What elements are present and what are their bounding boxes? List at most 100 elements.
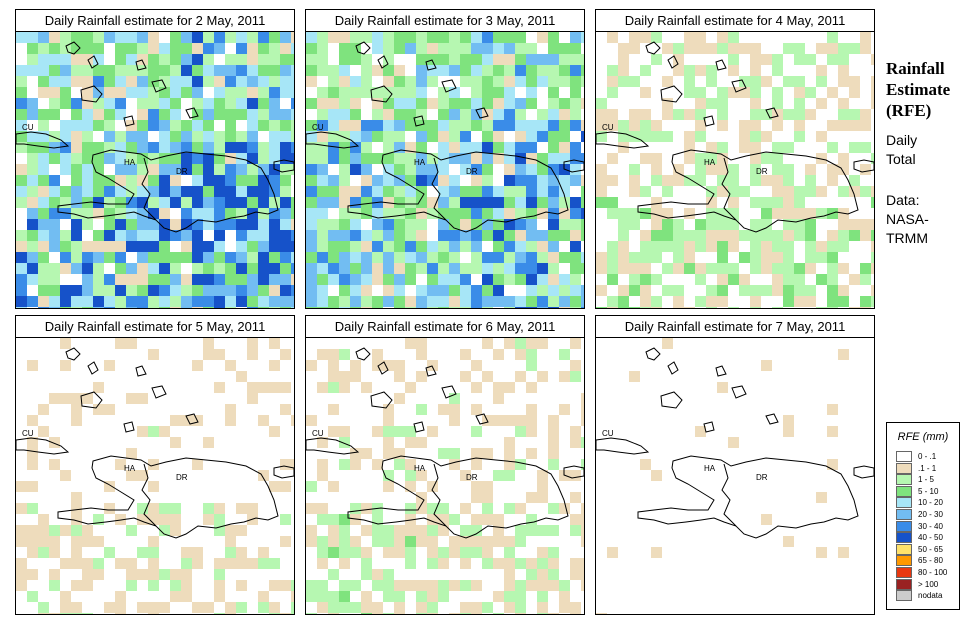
rainfall-cell bbox=[559, 43, 570, 54]
rainfall-cell bbox=[871, 263, 874, 274]
side-title-line1: Rainfall bbox=[886, 59, 945, 78]
rainfall-cell bbox=[504, 536, 515, 547]
haiti-dr-border bbox=[141, 463, 157, 527]
rainfall-cell bbox=[280, 613, 291, 614]
rainfall-cell bbox=[93, 54, 104, 65]
bahamas-island bbox=[703, 115, 715, 127]
rainfall-cell bbox=[526, 492, 537, 503]
rainfall-cell bbox=[280, 459, 291, 470]
rainfall-cell bbox=[148, 252, 159, 263]
rainfall-cell bbox=[838, 230, 849, 241]
rainfall-cell bbox=[405, 525, 416, 536]
rainfall-cell bbox=[126, 558, 137, 569]
rainfall-cell bbox=[827, 404, 838, 415]
rainfall-cell bbox=[317, 54, 328, 65]
rainfall-cell bbox=[482, 32, 493, 43]
rainfall-cell bbox=[640, 459, 651, 470]
rainfall-cell bbox=[662, 43, 673, 54]
rainfall-cell bbox=[504, 569, 515, 580]
rainfall-cell bbox=[317, 142, 328, 153]
rainfall-cell bbox=[104, 197, 115, 208]
rainfall-cell bbox=[16, 131, 27, 142]
rainfall-cell bbox=[427, 426, 438, 437]
label-ha: HA bbox=[124, 158, 136, 167]
rainfall-cell bbox=[860, 296, 871, 307]
bahamas-island bbox=[667, 55, 679, 69]
rainfall-cell bbox=[16, 580, 27, 591]
rainfall-cell bbox=[548, 525, 559, 536]
rainfall-cell bbox=[170, 197, 181, 208]
rainfall-cell bbox=[581, 120, 584, 131]
rainfall-cell bbox=[515, 230, 526, 241]
rainfall-cell bbox=[115, 54, 126, 65]
bahamas-island bbox=[645, 41, 661, 55]
rainfall-cell bbox=[258, 175, 269, 186]
rainfall-cell bbox=[515, 459, 526, 470]
rainfall-cell bbox=[214, 65, 225, 76]
rainfall-cell bbox=[581, 186, 584, 197]
rainfall-cell bbox=[750, 120, 761, 131]
rainfall-cell bbox=[148, 54, 159, 65]
rainfall-cell bbox=[317, 470, 328, 481]
rainfall-cell bbox=[618, 263, 629, 274]
rainfall-cell bbox=[27, 208, 38, 219]
rainfall-cell bbox=[247, 131, 258, 142]
rainfall-cell bbox=[526, 296, 537, 307]
rainfall-cell bbox=[93, 382, 104, 393]
rainfall-cell bbox=[640, 109, 651, 120]
rainfall-cell bbox=[317, 547, 328, 558]
bahamas-island bbox=[65, 41, 81, 55]
rainfall-cell bbox=[192, 360, 203, 371]
rainfall-cell bbox=[460, 142, 471, 153]
rainfall-cell bbox=[596, 109, 607, 120]
rainfall-cell bbox=[372, 580, 383, 591]
rainfall-cell bbox=[317, 296, 328, 307]
rainfall-cell bbox=[471, 219, 482, 230]
rainfall-cell bbox=[280, 481, 291, 492]
rainfall-cell bbox=[214, 241, 225, 252]
rainfall-cell bbox=[761, 285, 772, 296]
rainfall-cell bbox=[60, 613, 71, 614]
rainfall-cell bbox=[706, 142, 717, 153]
rainfall-cell bbox=[695, 32, 706, 43]
rainfall-cell bbox=[82, 54, 93, 65]
rainfall-cell bbox=[38, 230, 49, 241]
rainfall-cell bbox=[482, 547, 493, 558]
rainfall-cell bbox=[526, 569, 537, 580]
bahamas-island bbox=[151, 385, 167, 399]
rainfall-cell bbox=[405, 43, 416, 54]
legend-swatch bbox=[896, 497, 912, 509]
rainfall-cell bbox=[783, 186, 794, 197]
rainfall-cell bbox=[49, 131, 60, 142]
rainfall-cell bbox=[717, 208, 728, 219]
rainfall-cell bbox=[16, 285, 27, 296]
rainfall-cell bbox=[350, 54, 361, 65]
rainfall-cell bbox=[504, 230, 515, 241]
rainfall-cell bbox=[559, 349, 570, 360]
rainfall-cell bbox=[405, 142, 416, 153]
rainfall-cell bbox=[805, 230, 816, 241]
rainfall-cell bbox=[651, 208, 662, 219]
rainfall-cell bbox=[449, 459, 460, 470]
rainfall-cell bbox=[82, 120, 93, 131]
rainfall-cell bbox=[82, 613, 93, 614]
rainfall-cell bbox=[181, 307, 192, 308]
rainfall-cell bbox=[570, 43, 581, 54]
rainfall-cell bbox=[651, 164, 662, 175]
rainfall-cell bbox=[236, 76, 247, 87]
rainfall-cell bbox=[148, 514, 159, 525]
rainfall-cell bbox=[383, 65, 394, 76]
rainfall-cell bbox=[126, 76, 137, 87]
rainfall-cell bbox=[706, 219, 717, 230]
rainfall-cell bbox=[416, 120, 427, 131]
rainfall-cell bbox=[225, 142, 236, 153]
rainfall-cell bbox=[449, 415, 460, 426]
rainfall-cell bbox=[317, 65, 328, 76]
rainfall-cell bbox=[71, 120, 82, 131]
rainfall-cell bbox=[192, 230, 203, 241]
rainfall-cell bbox=[148, 285, 159, 296]
rainfall-cell bbox=[526, 514, 537, 525]
hispaniola-coastline bbox=[57, 455, 279, 539]
rainfall-cell bbox=[739, 120, 750, 131]
rainfall-cell bbox=[372, 131, 383, 142]
